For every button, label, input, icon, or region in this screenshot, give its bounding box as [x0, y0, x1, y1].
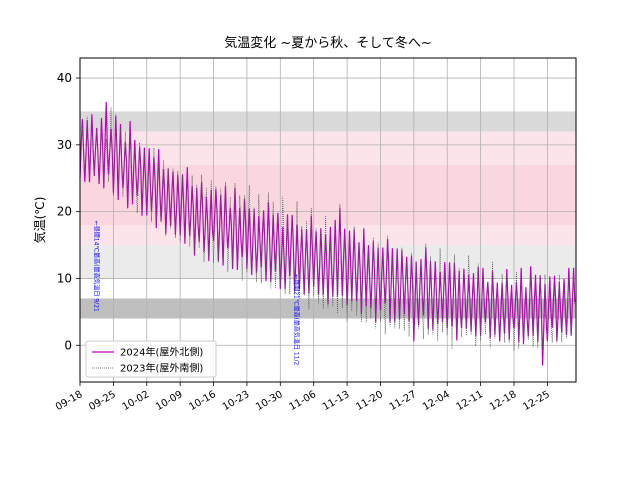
xtick-label-10-02: 10-02 — [121, 389, 152, 413]
xtick-label-11-13: 11-13 — [321, 389, 352, 413]
xtick-label-11-06: 11-06 — [288, 389, 319, 413]
legend: 2024年(屋外北側) 2023年(屋外南側) — [85, 340, 217, 378]
xtick-label-10-30: 10-30 — [254, 389, 285, 413]
legend-label-2024: 2024年(屋外北側) — [120, 346, 203, 359]
band-3 — [80, 225, 576, 246]
ytick-label-40: 40 — [57, 71, 72, 85]
xtick-label-10-16: 10-16 — [187, 389, 218, 413]
ytick-label-20: 20 — [57, 205, 72, 219]
legend-box — [85, 340, 217, 378]
xtick-label-11-20: 11-20 — [354, 389, 385, 413]
plot-frame — [79, 57, 577, 383]
xtick-label-12-11: 12-11 — [454, 389, 485, 413]
band-0 — [80, 111, 576, 132]
ytick-label-10: 10 — [57, 271, 72, 285]
grid-lines — [79, 58, 576, 382]
xtick-label-09-25: 09-25 — [87, 389, 118, 413]
series-line-1 — [79, 107, 576, 352]
xtick-label-12-25: 12-25 — [521, 389, 552, 413]
xtick-label-12-18: 12-18 — [488, 389, 519, 413]
chart-title: 気温変化 ~夏から秋、そして冬へ~ — [224, 35, 432, 51]
xtick-label-09-18: 09-18 — [54, 389, 85, 413]
xtick-label-10-09: 10-09 — [154, 389, 185, 413]
legend-label-2023: 2023年(屋外南側) — [120, 362, 203, 375]
annotation-0: ←昼間14℃最高(最高気温日 9/21 — [92, 221, 100, 312]
y-axis-ticks: 0 10 20 30 40 — [57, 71, 80, 352]
ytick-label-0: 0 — [64, 338, 72, 352]
x-axis-ticks: 09-18 09-25 10-02 10-09 10-16 10-23 10-30 11-06… — [54, 382, 552, 413]
series-lines — [79, 101, 576, 366]
xtick-label-11-27: 11-27 — [388, 389, 419, 413]
annotations: ←昼間14℃最高(最高気温日 9/21 ←昼間21℃最高(最高気温日 11/2 — [92, 221, 300, 366]
xtick-label-10-23: 10-23 — [221, 389, 252, 413]
xtick-label-12-04: 12-04 — [421, 389, 452, 413]
band-1 — [80, 131, 576, 165]
band-4 — [80, 245, 576, 279]
ytick-label-30: 30 — [57, 138, 72, 152]
annotation-1: ←昼間21℃最高(最高気温日 11/2 — [293, 274, 301, 365]
y-axis-label: 気温(℃) — [32, 197, 47, 244]
